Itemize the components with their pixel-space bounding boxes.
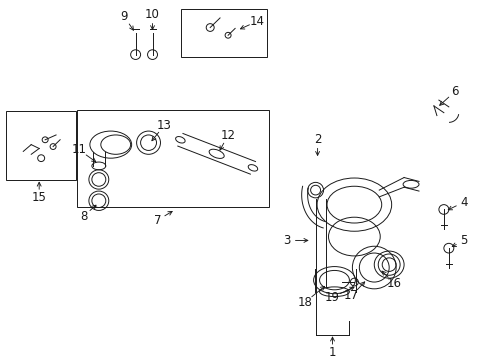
Text: 8: 8 [80,210,87,223]
Text: 3: 3 [283,234,291,247]
Bar [77,110,269,207]
Text: 12: 12 [220,129,235,142]
Text: 5: 5 [461,234,468,247]
Text: 13: 13 [157,119,172,132]
Text: 14: 14 [250,15,265,28]
Text: 7: 7 [154,214,161,227]
Bar [181,9,267,57]
Text: 19: 19 [324,291,340,303]
Bar [6,111,76,180]
Text: 2: 2 [314,133,321,146]
Text: 10: 10 [145,8,160,22]
Text: 17: 17 [344,289,359,302]
Text: 18: 18 [297,296,313,309]
Text: 15: 15 [32,192,47,204]
Text: 1: 1 [329,346,336,359]
Text: 11: 11 [72,143,87,156]
Text: 6: 6 [451,85,459,98]
Text: 9: 9 [121,10,128,23]
Text: 16: 16 [387,277,402,290]
Text: 4: 4 [461,195,468,208]
